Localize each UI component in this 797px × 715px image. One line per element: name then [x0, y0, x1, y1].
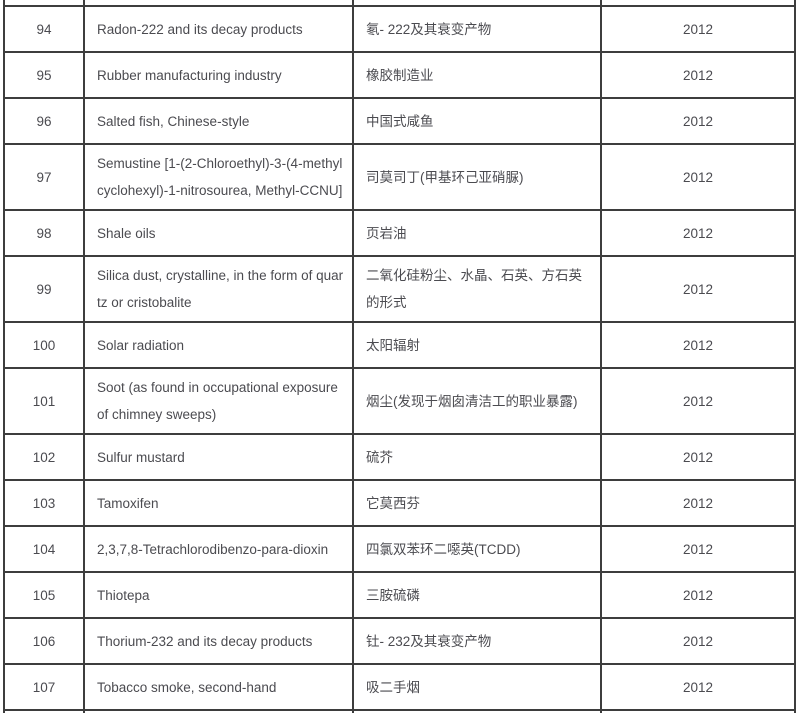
table-row: 94 Radon-222 and its decay products 氡- 2… [3, 5, 796, 53]
partial-cell [600, 0, 796, 7]
cell-index: 98 [3, 209, 85, 257]
partial-cell [3, 0, 85, 7]
cell-year: 2012 [600, 97, 796, 145]
cell-name-zh: 氡- 222及其衰变产物 [352, 5, 602, 53]
cell-year: 2012 [600, 5, 796, 53]
cell-index: 100 [3, 321, 85, 369]
cell-name-zh: 烟尘(发现于烟囱清洁工的职业暴露) [352, 367, 602, 435]
cell-name-zh: 吸二手烟 [352, 663, 602, 711]
cell-name-en: Tobacco smoke, second-hand [83, 663, 354, 711]
partial-cell [600, 709, 796, 713]
table-row: 107 Tobacco smoke, second-hand 吸二手烟 2012 [3, 663, 796, 711]
cell-name-en: Rubber manufacturing industry [83, 51, 354, 99]
cell-name-zh: 二氧化硅粉尘、水晶、石英、方石英的形式 [352, 255, 602, 323]
cell-name-en: Salted fish, Chinese-style [83, 97, 354, 145]
cell-name-zh: 三胺硫磷 [352, 571, 602, 619]
partial-cell [83, 709, 354, 713]
cell-year: 2012 [600, 321, 796, 369]
table-row: 105 Thiotepa 三胺硫磷 2012 [3, 571, 796, 619]
cell-name-zh: 钍- 232及其衰变产物 [352, 617, 602, 665]
cell-name-zh: 页岩油 [352, 209, 602, 257]
cell-index: 97 [3, 143, 85, 211]
cell-name-en: 2,3,7,8-Tetrachlorodibenzo-para-dioxin [83, 525, 354, 573]
table-row: 99 Silica dust, crystalline, in the form… [3, 255, 796, 323]
table-row: 97 Semustine [1-(2-Chloroethyl)-3-(4-met… [3, 143, 796, 211]
partial-cell [352, 709, 602, 713]
cell-name-en: Shale oils [83, 209, 354, 257]
cell-name-zh: 中国式咸鱼 [352, 97, 602, 145]
table-row: 101 Soot (as found in occupational expos… [3, 367, 796, 435]
cell-name-en: Tamoxifen [83, 479, 354, 527]
cell-index: 103 [3, 479, 85, 527]
cell-name-en: Sulfur mustard [83, 433, 354, 481]
cell-year: 2012 [600, 255, 796, 323]
partial-row-bottom [3, 709, 796, 713]
cell-name-zh: 太阳辐射 [352, 321, 602, 369]
cell-index: 94 [3, 5, 85, 53]
partial-cell [3, 709, 85, 713]
table-row: 100 Solar radiation 太阳辐射 2012 [3, 321, 796, 369]
cell-name-en: Thorium-232 and its decay products [83, 617, 354, 665]
table-row: 104 2,3,7,8-Tetrachlorodibenzo-para-diox… [3, 525, 796, 573]
cell-name-en: Silica dust, crystalline, in the form of… [83, 255, 354, 323]
cell-index: 95 [3, 51, 85, 99]
cell-name-en: Radon-222 and its decay products [83, 5, 354, 53]
cell-year: 2012 [600, 433, 796, 481]
cell-year: 2012 [600, 51, 796, 99]
cell-index: 96 [3, 97, 85, 145]
cell-name-zh: 它莫西芬 [352, 479, 602, 527]
cell-name-en: Thiotepa [83, 571, 354, 619]
cell-index: 105 [3, 571, 85, 619]
partial-cell [352, 0, 602, 7]
partial-cell [83, 0, 354, 7]
partial-row-top [3, 0, 796, 7]
table-row: 95 Rubber manufacturing industry 橡胶制造业 2… [3, 51, 796, 99]
cell-index: 99 [3, 255, 85, 323]
cell-year: 2012 [600, 617, 796, 665]
cell-name-en: Semustine [1-(2-Chloroethyl)-3-(4-methyl… [83, 143, 354, 211]
cell-index: 106 [3, 617, 85, 665]
cell-year: 2012 [600, 479, 796, 527]
cell-index: 101 [3, 367, 85, 435]
cell-name-zh: 司莫司丁(甲基环己亚硝脲) [352, 143, 602, 211]
cell-index: 107 [3, 663, 85, 711]
table-row: 106 Thorium-232 and its decay products 钍… [3, 617, 796, 665]
cell-year: 2012 [600, 367, 796, 435]
table-row: 96 Salted fish, Chinese-style 中国式咸鱼 2012 [3, 97, 796, 145]
cell-index: 102 [3, 433, 85, 481]
table-row: 103 Tamoxifen 它莫西芬 2012 [3, 479, 796, 527]
cell-index: 104 [3, 525, 85, 573]
carcinogen-table: 94 Radon-222 and its decay products 氡- 2… [3, 0, 796, 713]
cell-year: 2012 [600, 663, 796, 711]
cell-name-zh: 橡胶制造业 [352, 51, 602, 99]
cell-name-en: Soot (as found in occupational exposure … [83, 367, 354, 435]
cell-year: 2012 [600, 525, 796, 573]
cell-year: 2012 [600, 209, 796, 257]
table-row: 98 Shale oils 页岩油 2012 [3, 209, 796, 257]
cell-name-zh: 硫芥 [352, 433, 602, 481]
cell-name-zh: 四氯双苯环二噁英(TCDD) [352, 525, 602, 573]
cell-year: 2012 [600, 571, 796, 619]
table-body: 94 Radon-222 and its decay products 氡- 2… [3, 0, 796, 713]
table-row: 102 Sulfur mustard 硫芥 2012 [3, 433, 796, 481]
cell-name-en: Solar radiation [83, 321, 354, 369]
cell-year: 2012 [600, 143, 796, 211]
